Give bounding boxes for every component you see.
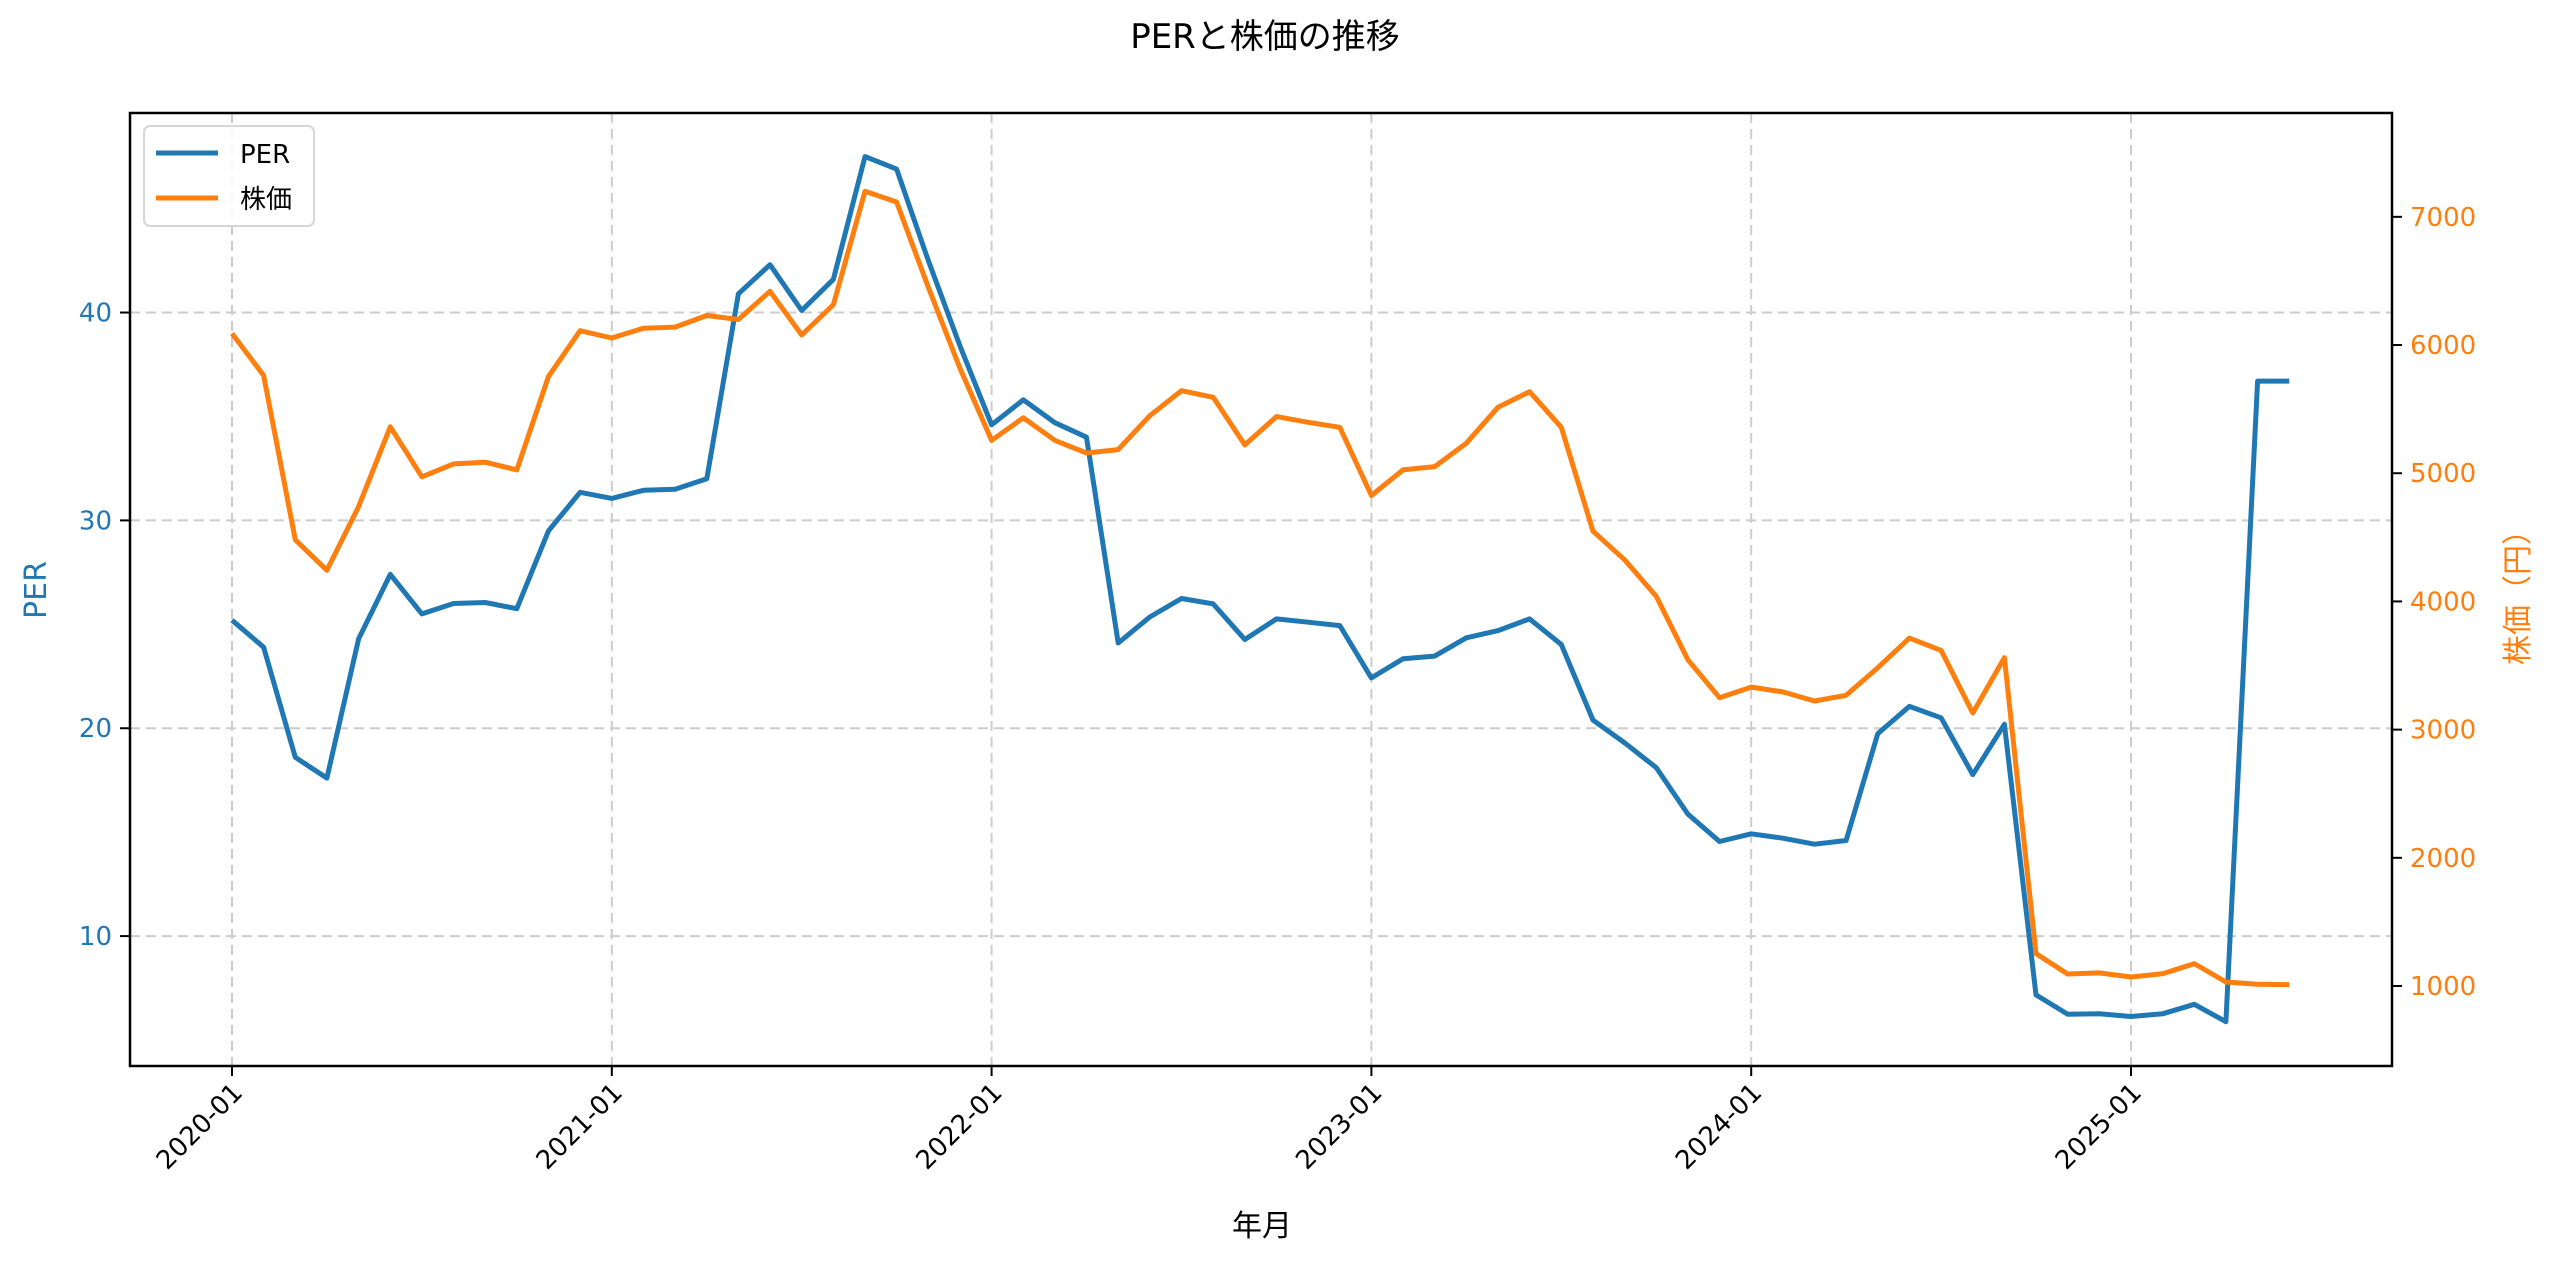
y-right-tick-label: 5000 [2410, 459, 2476, 489]
y-right-tick-label: 2000 [2410, 844, 2476, 874]
y-left-tick-label: 20 [79, 714, 112, 744]
x-tick-label: 2025-01 [2050, 1078, 2148, 1176]
x-tick-label: 2022-01 [911, 1078, 1009, 1176]
x-axis-label: 年月 [1232, 1209, 1292, 1244]
y-left-tick-label: 30 [79, 506, 112, 536]
plot-series [230, 154, 2290, 1025]
y-axis-right: 1000 2000 3000 4000 5000 6000 7000 [2392, 203, 2476, 1002]
grid-lines [130, 113, 2392, 1066]
x-axis: 2020-01 2021-01 2022-01 2023-01 2024-01 2025-… [151, 1066, 2148, 1176]
y-right-tick-label: 4000 [2410, 587, 2476, 617]
y-axis-right-label: 株価（円） [2501, 515, 2536, 665]
legend: PER 株価 [143, 125, 315, 227]
series-line-price [230, 188, 2290, 988]
y-axis-left-label: PER [19, 561, 54, 619]
plot-frame [128, 111, 2394, 1068]
x-tick-label: 2023-01 [1290, 1078, 1388, 1176]
legend-label-price: 株価 [240, 185, 292, 215]
x-tick-label: 2020-01 [151, 1078, 249, 1176]
y-right-tick-label: 1000 [2410, 972, 2476, 1002]
y-right-tick-label: 7000 [2410, 203, 2476, 233]
y-right-tick-label: 6000 [2410, 331, 2476, 361]
legend-label-per: PER [240, 140, 290, 170]
y-left-tick-label: 10 [79, 922, 112, 952]
x-tick-label: 2024-01 [1670, 1078, 1768, 1176]
y-axis-left: 10 20 30 40 [79, 299, 130, 952]
chart-title: PERと株価の推移 [1130, 17, 1400, 57]
series-line-per [230, 154, 2290, 1025]
x-tick-label: 2021-01 [531, 1078, 629, 1176]
y-right-tick-label: 3000 [2410, 716, 2476, 746]
y-left-tick-label: 40 [79, 299, 112, 329]
